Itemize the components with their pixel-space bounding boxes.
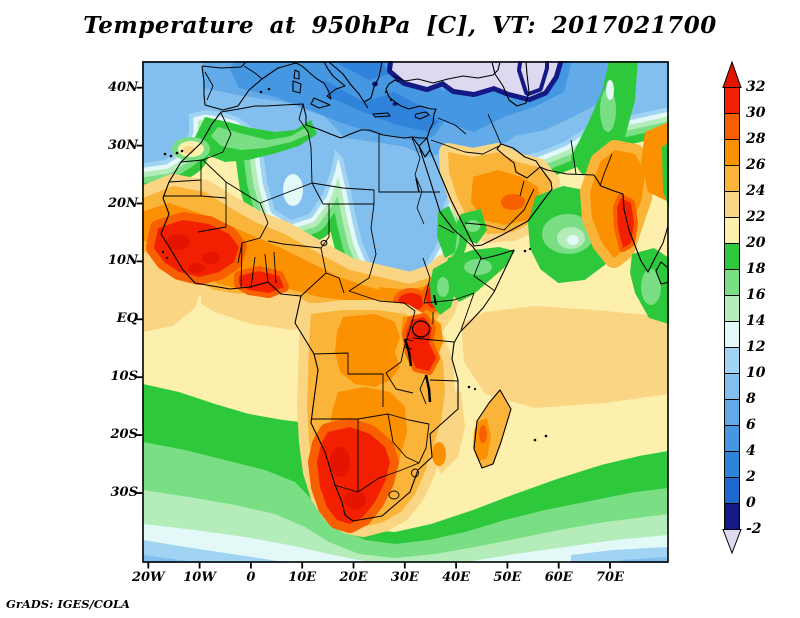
colorbar-tick-label: 18 <box>746 261 766 277</box>
colorbar-band-22 <box>724 191 740 218</box>
colorbar-tick-label: 14 <box>746 313 766 329</box>
colorbar-band-m2 <box>724 503 740 530</box>
colorbar-tick-label: 0 <box>746 495 756 511</box>
colorbar-tick-label: 22 <box>746 209 766 225</box>
colorbar-band-0 <box>724 477 740 504</box>
colorbar-band-8 <box>724 373 740 400</box>
colorbar-tick-label: 12 <box>746 339 766 355</box>
colorbar-band-16 <box>724 269 740 296</box>
colorbar-tick-label: 8 <box>746 391 756 407</box>
grads-credit: GrADS: IGES/COLA <box>6 597 130 611</box>
country-borders <box>163 65 613 500</box>
colorbar-band-14 <box>724 295 740 322</box>
colorbar-tick-label: 30 <box>746 105 766 121</box>
colorbar-band-18 <box>724 243 740 270</box>
lon-axis-label: 60E <box>544 570 573 585</box>
colorbar-tick-label: 16 <box>746 287 766 303</box>
colorbar-tick-label: 4 <box>746 443 756 459</box>
lon-axis-label: 70E <box>596 570 624 585</box>
colorbar-tick-label: -2 <box>746 521 762 537</box>
small-islands <box>161 87 548 442</box>
colorbar-band-10 <box>724 347 740 374</box>
lat-axis-label: EQ <box>116 311 138 327</box>
colorbar-band-4 <box>724 425 740 452</box>
colorbar-tick-label: 32 <box>746 79 766 95</box>
lon-axis-label: 30E <box>390 570 419 585</box>
colorbar-tick-label: 28 <box>746 131 766 147</box>
colorbar-tick-label: 26 <box>746 157 766 173</box>
lakes <box>320 177 437 403</box>
colorbar <box>724 87 740 530</box>
colorbar-tick-label: 20 <box>746 235 766 251</box>
lon-axis-label: 10W <box>183 570 216 585</box>
colorbar-band-20 <box>724 217 740 244</box>
lat-axis-label: 10N <box>108 253 138 269</box>
lon-axis-label: 50E <box>493 570 522 585</box>
lat-axis-label: 20S <box>110 427 138 443</box>
lon-axis-label: 0 <box>246 570 256 585</box>
lat-axis-label: 10S <box>110 369 138 385</box>
colorbar-band-28 <box>724 113 740 140</box>
lon-axis-label: 40E <box>442 570 471 585</box>
coastlines <box>160 61 669 522</box>
colorbar-band-30 <box>724 87 740 114</box>
lon-axis-label: 20W <box>131 570 165 585</box>
colorbar-band-26 <box>724 139 740 166</box>
lat-axis-label: 20N <box>108 195 138 211</box>
colorbar-band-6 <box>724 399 740 426</box>
lon-axis-label: 20E <box>339 570 368 585</box>
plot-title: Temperature at 950hPa [C], VT: 201702170… <box>83 12 717 39</box>
colorbar-tick-label: 6 <box>746 417 756 433</box>
lat-axis-label: 30N <box>108 137 138 153</box>
lat-axis-label: 30S <box>110 485 138 500</box>
colorbar-tick-label: 10 <box>746 365 766 381</box>
colorbar-band-2 <box>724 451 740 478</box>
colorbar-band-24 <box>724 165 740 192</box>
cold-core-below-minus2 <box>387 61 564 102</box>
lon-axis-label: 10E <box>288 570 317 585</box>
colorbar-tick-label: 2 <box>746 469 756 485</box>
colorbar-tick-label: 24 <box>746 183 766 199</box>
map-frame <box>136 61 669 569</box>
colorbar-band-12 <box>724 321 740 348</box>
lat-axis-label: 40N <box>108 79 138 95</box>
temperature-field <box>142 61 669 563</box>
